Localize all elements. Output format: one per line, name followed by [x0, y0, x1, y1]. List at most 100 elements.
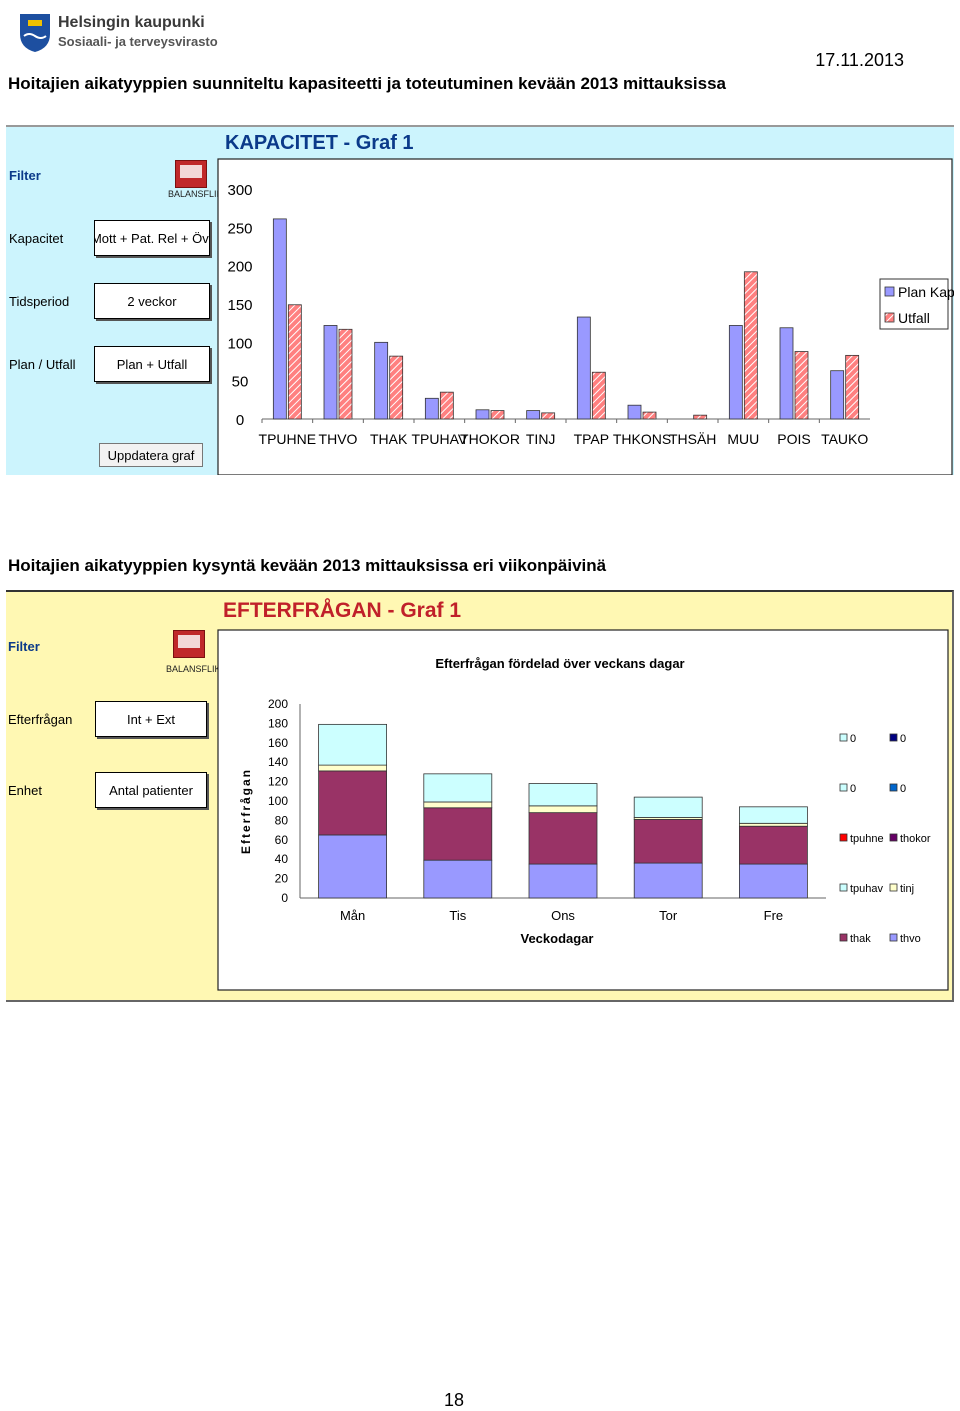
update-chart-button[interactable]: Uppdatera graf — [99, 443, 203, 467]
legend-swatch — [839, 833, 848, 842]
stack-segment-tpuhav — [423, 773, 493, 803]
demand-panel: Filter BALANSFLIK Efterfrågan Int + Ext … — [6, 590, 954, 1002]
x-tick-label: TPAP — [574, 431, 610, 447]
bar-utfall — [693, 414, 708, 420]
y-tick-label: 300 — [227, 182, 252, 199]
legend-swatch — [839, 783, 848, 792]
section-title-capacity: Hoitajien aikatyyppien suunniteltu kapas… — [8, 74, 727, 93]
y-tick-label: 200 — [268, 697, 288, 711]
bar-plan-kap — [830, 370, 845, 420]
y-tick-label: 0 — [281, 891, 288, 905]
bar-plan-kap — [526, 410, 541, 420]
legend-swatch — [839, 933, 848, 942]
stack-segment-thvo — [528, 863, 598, 899]
x-tick-label: POIS — [777, 431, 810, 447]
stack-segment-thak — [318, 770, 387, 836]
bar-utfall — [591, 371, 606, 420]
bar-utfall — [338, 328, 353, 420]
enhet-label: Enhet — [8, 783, 42, 798]
helsinki-logo: Helsingin kaupunki Sosiaali- ja terveysv… — [18, 10, 218, 54]
x-tick-label: THSÄH — [669, 431, 716, 447]
efterfragan-label: Efterfrågan — [8, 712, 73, 727]
section-title-demand: Hoitajien aikatyyppien kysyntä kevään 20… — [8, 556, 607, 575]
y-tick-label: 100 — [227, 335, 252, 352]
x-tick-label: Ons — [551, 908, 575, 923]
x-tick-label: THKONS — [613, 431, 671, 447]
y-tick-label: 160 — [268, 736, 288, 750]
y-tick-label: 40 — [275, 852, 289, 866]
y-tick-label: 150 — [227, 297, 252, 314]
page-number: 18 — [444, 1390, 465, 1410]
legend-label: tinj — [900, 883, 914, 895]
bar-utfall — [743, 271, 758, 420]
demand-chart-title: EFTERFRÅGAN - Graf 1 — [223, 599, 462, 622]
balansflik-icon[interactable] — [175, 160, 207, 188]
x-tick-label: TPUHNE — [259, 431, 317, 447]
stack-segment-thak — [633, 819, 703, 864]
stack-segment-tpuhav — [528, 783, 598, 807]
plan-utfall-label: Plan / Utfall — [9, 357, 76, 372]
stack-segment-tpuhav — [739, 806, 808, 824]
y-tick-label: 140 — [268, 755, 288, 769]
stack-segment-tinj — [423, 801, 493, 809]
stack-segment-thvo — [423, 859, 493, 899]
bar-plan-kap — [475, 409, 490, 420]
balansflik-label: BALANSFLIK — [168, 189, 223, 199]
stack-segment-tinj — [739, 822, 808, 827]
document-date: 17.11.2013 — [815, 50, 904, 70]
bar-plan-kap — [728, 325, 743, 420]
efterfragan-select[interactable]: Int + Ext — [95, 701, 207, 737]
capacity-chart-title: KAPACITET - Graf 1 — [225, 132, 414, 154]
legend-label: 0 — [850, 733, 856, 745]
city-crest-icon — [20, 14, 50, 52]
y-tick-label: 50 — [232, 374, 249, 391]
stack-segment-thak — [528, 812, 598, 865]
bar-plan-kap — [272, 218, 287, 420]
logo-city-name: Helsingin kaupunki — [58, 14, 205, 31]
legend-label: 0 — [900, 733, 906, 745]
legend-swatch — [884, 312, 895, 323]
balansflik-label-2: BALANSFLIK — [166, 664, 221, 674]
logo-department: Sosiaali- ja terveysvirasto — [58, 34, 218, 49]
legend-label: tpuhne — [850, 833, 884, 845]
legend-label: thak — [850, 933, 871, 945]
tidsperiod-label: Tidsperiod — [9, 294, 70, 309]
legend-swatch — [839, 733, 848, 742]
stack-segment-thvo — [318, 834, 387, 899]
y-tick-label: 100 — [268, 794, 288, 808]
stack-segment-thak — [423, 807, 493, 861]
kapacitet-select[interactable]: Mott + Pat. Rel + Övr — [94, 220, 210, 256]
tidsperiod-select[interactable]: 2 veckor — [94, 283, 210, 319]
legend-label: 0 — [850, 783, 856, 795]
legend-label: thvo — [900, 933, 921, 945]
x-axis-title: Veckodagar — [521, 931, 594, 946]
bar-plan-kap — [576, 316, 591, 420]
bar-utfall — [794, 351, 809, 420]
stack-segment-tinj — [318, 764, 387, 772]
x-tick-label: THOKOR — [460, 431, 520, 447]
legend-swatch — [889, 833, 898, 842]
kapacitet-label: Kapacitet — [9, 231, 64, 246]
stack-segment-thvo — [633, 862, 703, 899]
legend-label: 0 — [900, 783, 906, 795]
plan-utfall-select[interactable]: Plan + Utfall — [94, 346, 210, 382]
legend-swatch — [889, 733, 898, 742]
x-tick-label: TINJ — [526, 431, 556, 447]
legend-swatch — [884, 286, 895, 297]
x-tick-label: Mån — [340, 908, 365, 923]
bar-utfall — [541, 412, 556, 420]
demand-chart: Efterfrågan fördelad över veckans dagar E… — [217, 629, 949, 991]
bar-utfall — [439, 391, 454, 420]
balansflik-icon-2[interactable] — [173, 630, 205, 658]
bar-utfall — [490, 410, 505, 420]
x-tick-label: Fre — [764, 908, 784, 923]
stack-segment-thak — [739, 825, 808, 865]
y-tick-label: 180 — [268, 716, 288, 730]
bar-plan-kap — [323, 325, 338, 420]
bar-utfall — [642, 411, 657, 420]
y-tick-label: 120 — [268, 775, 288, 789]
y-axis-title: Efterfrågan — [239, 768, 253, 854]
enhet-select[interactable]: Antal patienter — [95, 772, 207, 808]
stack-segment-thvo — [739, 863, 808, 899]
